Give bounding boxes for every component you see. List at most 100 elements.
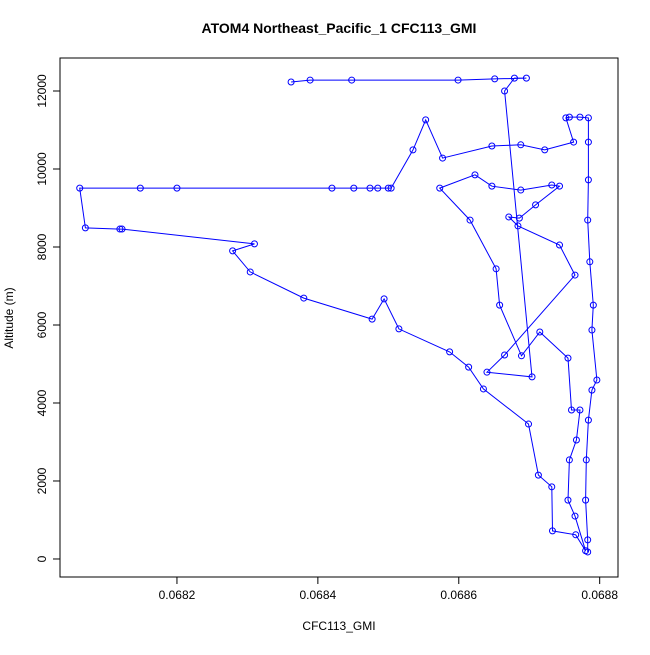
x-tick-label: 0.0686 (440, 588, 477, 602)
y-tick-label: 2000 (35, 467, 49, 494)
data-point (118, 225, 126, 233)
data-point (548, 527, 556, 535)
data-point (568, 406, 575, 414)
data-point (536, 328, 544, 336)
data-point (366, 184, 374, 192)
data-point (528, 373, 536, 381)
y-tick-label: 12000 (35, 74, 49, 108)
data-point (501, 351, 509, 359)
y-tick-label: 6000 (35, 311, 49, 338)
data-point (588, 386, 596, 394)
data-point (479, 385, 487, 393)
data-point (76, 184, 84, 192)
y-axis-label: Altitude (m) (2, 287, 16, 348)
data-point (229, 247, 237, 255)
x-tick-label: 0.0684 (300, 588, 337, 602)
data-point (501, 87, 509, 95)
data-point (582, 496, 590, 504)
data-point (328, 184, 336, 192)
data-point (572, 436, 580, 444)
data-point (582, 547, 590, 555)
data-point (562, 114, 570, 122)
data-point (556, 241, 564, 249)
data-point (584, 416, 592, 424)
data-point (525, 420, 533, 428)
data-point (136, 184, 144, 192)
x-tick-label: 0.0682 (159, 588, 196, 602)
data-point (488, 142, 496, 150)
y-tick-label: 8000 (35, 233, 49, 260)
plot-frame (59, 57, 619, 578)
data-point (522, 74, 530, 82)
data-point (422, 116, 430, 124)
data-point (173, 184, 181, 192)
data-point (471, 171, 479, 179)
data-point (510, 74, 518, 82)
data-point (483, 368, 491, 376)
data-point (584, 176, 592, 184)
data-point (348, 76, 356, 84)
y-tick-label: 4000 (35, 389, 49, 416)
data-point (488, 182, 496, 190)
data-point (517, 352, 525, 360)
data-point (570, 138, 578, 146)
data-point (564, 354, 572, 362)
data-point (492, 265, 500, 273)
data-point (454, 76, 462, 84)
data-point (576, 406, 584, 414)
data-point (541, 146, 549, 154)
data-point (387, 184, 395, 192)
data-point (380, 295, 388, 303)
data-point (564, 496, 572, 504)
data-point (466, 216, 474, 224)
x-tick-label: 0.0688 (581, 588, 618, 602)
data-point (572, 531, 580, 539)
data-point (395, 325, 403, 333)
data-point (517, 141, 525, 149)
data-point (576, 113, 584, 121)
data-point (116, 225, 124, 233)
chart-title: ATOM4 Northeast_Pacific_1 CFC113_GMI (202, 20, 477, 36)
data-point (534, 471, 542, 479)
data-point (446, 348, 454, 356)
data-point (571, 271, 579, 279)
data-point (517, 186, 525, 194)
data-point (436, 184, 444, 192)
x-axis-label: CFC113_GMI (302, 619, 375, 633)
y-tick-label: 0 (35, 555, 49, 562)
data-point (565, 456, 573, 464)
data-point (465, 363, 473, 371)
data-point (439, 154, 447, 162)
y-tick-label: 10000 (35, 152, 49, 186)
data-point (409, 146, 417, 154)
data-point (505, 213, 513, 221)
data-point (250, 240, 258, 248)
data-point (565, 113, 573, 121)
data-point (384, 184, 392, 192)
data-point (548, 483, 556, 491)
data-point (582, 456, 590, 464)
data-point (246, 268, 254, 276)
data-point (515, 214, 523, 222)
data-point (586, 258, 594, 266)
data-point (287, 78, 295, 86)
data-point (81, 224, 89, 232)
data-point (584, 138, 592, 146)
data-point (593, 376, 601, 384)
data-point (514, 222, 522, 230)
data-point (584, 536, 592, 544)
data-point (588, 326, 596, 334)
data-point (584, 216, 592, 224)
data-point (374, 184, 382, 192)
data-point (556, 182, 564, 190)
data-line (79, 77, 598, 552)
data-point (368, 315, 376, 323)
data-point (532, 201, 540, 209)
data-point (491, 75, 499, 83)
data-point (548, 181, 556, 189)
data-point (300, 294, 308, 302)
data-point (584, 114, 592, 122)
data-point (350, 184, 358, 192)
